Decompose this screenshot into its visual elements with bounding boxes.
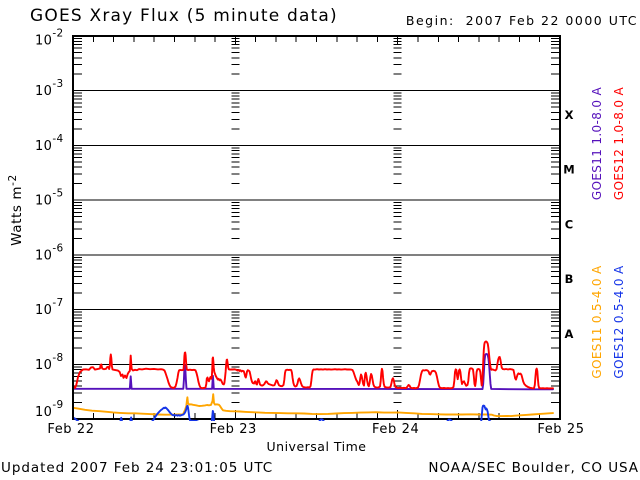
- trace-goes12-0-5-4-0-a: [74, 404, 492, 421]
- svg-text:10-7: 10-7: [35, 297, 64, 318]
- flare-class-b: B: [565, 272, 574, 286]
- flare-class-m: M: [563, 163, 574, 177]
- trace-goes11-0-5-4-0-a: [74, 393, 554, 418]
- plot-ticks: [74, 37, 559, 418]
- svg-text:10-4: 10-4: [35, 133, 64, 154]
- flare-class-labels: X M C B A: [563, 108, 574, 341]
- x-tick-feb23: Feb 23: [210, 422, 257, 437]
- legend-goes11-long: GOES11 1.0-8.0 A: [590, 86, 604, 200]
- trace-goes11-1-0-8-0-a: [74, 353, 554, 391]
- legend: GOES11 1.0-8.0 A GOES12 1.0-8.0 A GOES11…: [590, 86, 626, 378]
- svg-text:10-9: 10-9: [35, 399, 64, 420]
- svg-text:Watts m-2: Watts m-2: [7, 174, 25, 246]
- series-lines: [74, 340, 554, 421]
- x-tick-feb22: Feb 22: [47, 422, 94, 437]
- legend-goes12-long: GOES12 1.0-8.0 A: [612, 86, 626, 200]
- svg-text:10-8: 10-8: [35, 352, 64, 373]
- begin-label: Begin: 2007 Feb 22 0000 UTC: [406, 13, 638, 28]
- flare-class-c: C: [565, 217, 573, 231]
- x-tick-feb25: Feb 25: [537, 422, 584, 437]
- trace-goes12-1-0-8-0-a: [74, 340, 554, 390]
- y-tick-labels: 10-2 10-3 10-4 10-5 10-6 10-7 10-8 10-9: [35, 28, 64, 421]
- page-title: GOES Xray Flux (5 minute data): [30, 6, 338, 26]
- y-axis-title: Watts m-2: [7, 174, 25, 246]
- flare-class-a: A: [565, 327, 574, 341]
- plot-box: [72, 35, 561, 420]
- footer-updated: Updated 2007 Feb 24 23:01:05 UTC: [1, 460, 273, 476]
- svg-text:10-5: 10-5: [35, 188, 64, 209]
- svg-text:10-3: 10-3: [35, 78, 64, 99]
- legend-goes11-short: GOES11 0.5-4.0 A: [590, 265, 604, 379]
- flare-class-x: X: [565, 108, 574, 122]
- x-axis-title: Universal Time: [267, 439, 367, 454]
- svg-text:10-2: 10-2: [35, 28, 64, 49]
- x-tick-feb24: Feb 24: [372, 422, 419, 437]
- svg-text:10-6: 10-6: [35, 242, 64, 263]
- x-tick-labels: Feb 22 Feb 23 Feb 24 Feb 25: [47, 422, 584, 437]
- legend-goes12-short: GOES12 0.5-4.0 A: [612, 265, 626, 379]
- plot-gridlines: [74, 90, 559, 365]
- footer-source: NOAA/SEC Boulder, CO USA: [428, 460, 639, 476]
